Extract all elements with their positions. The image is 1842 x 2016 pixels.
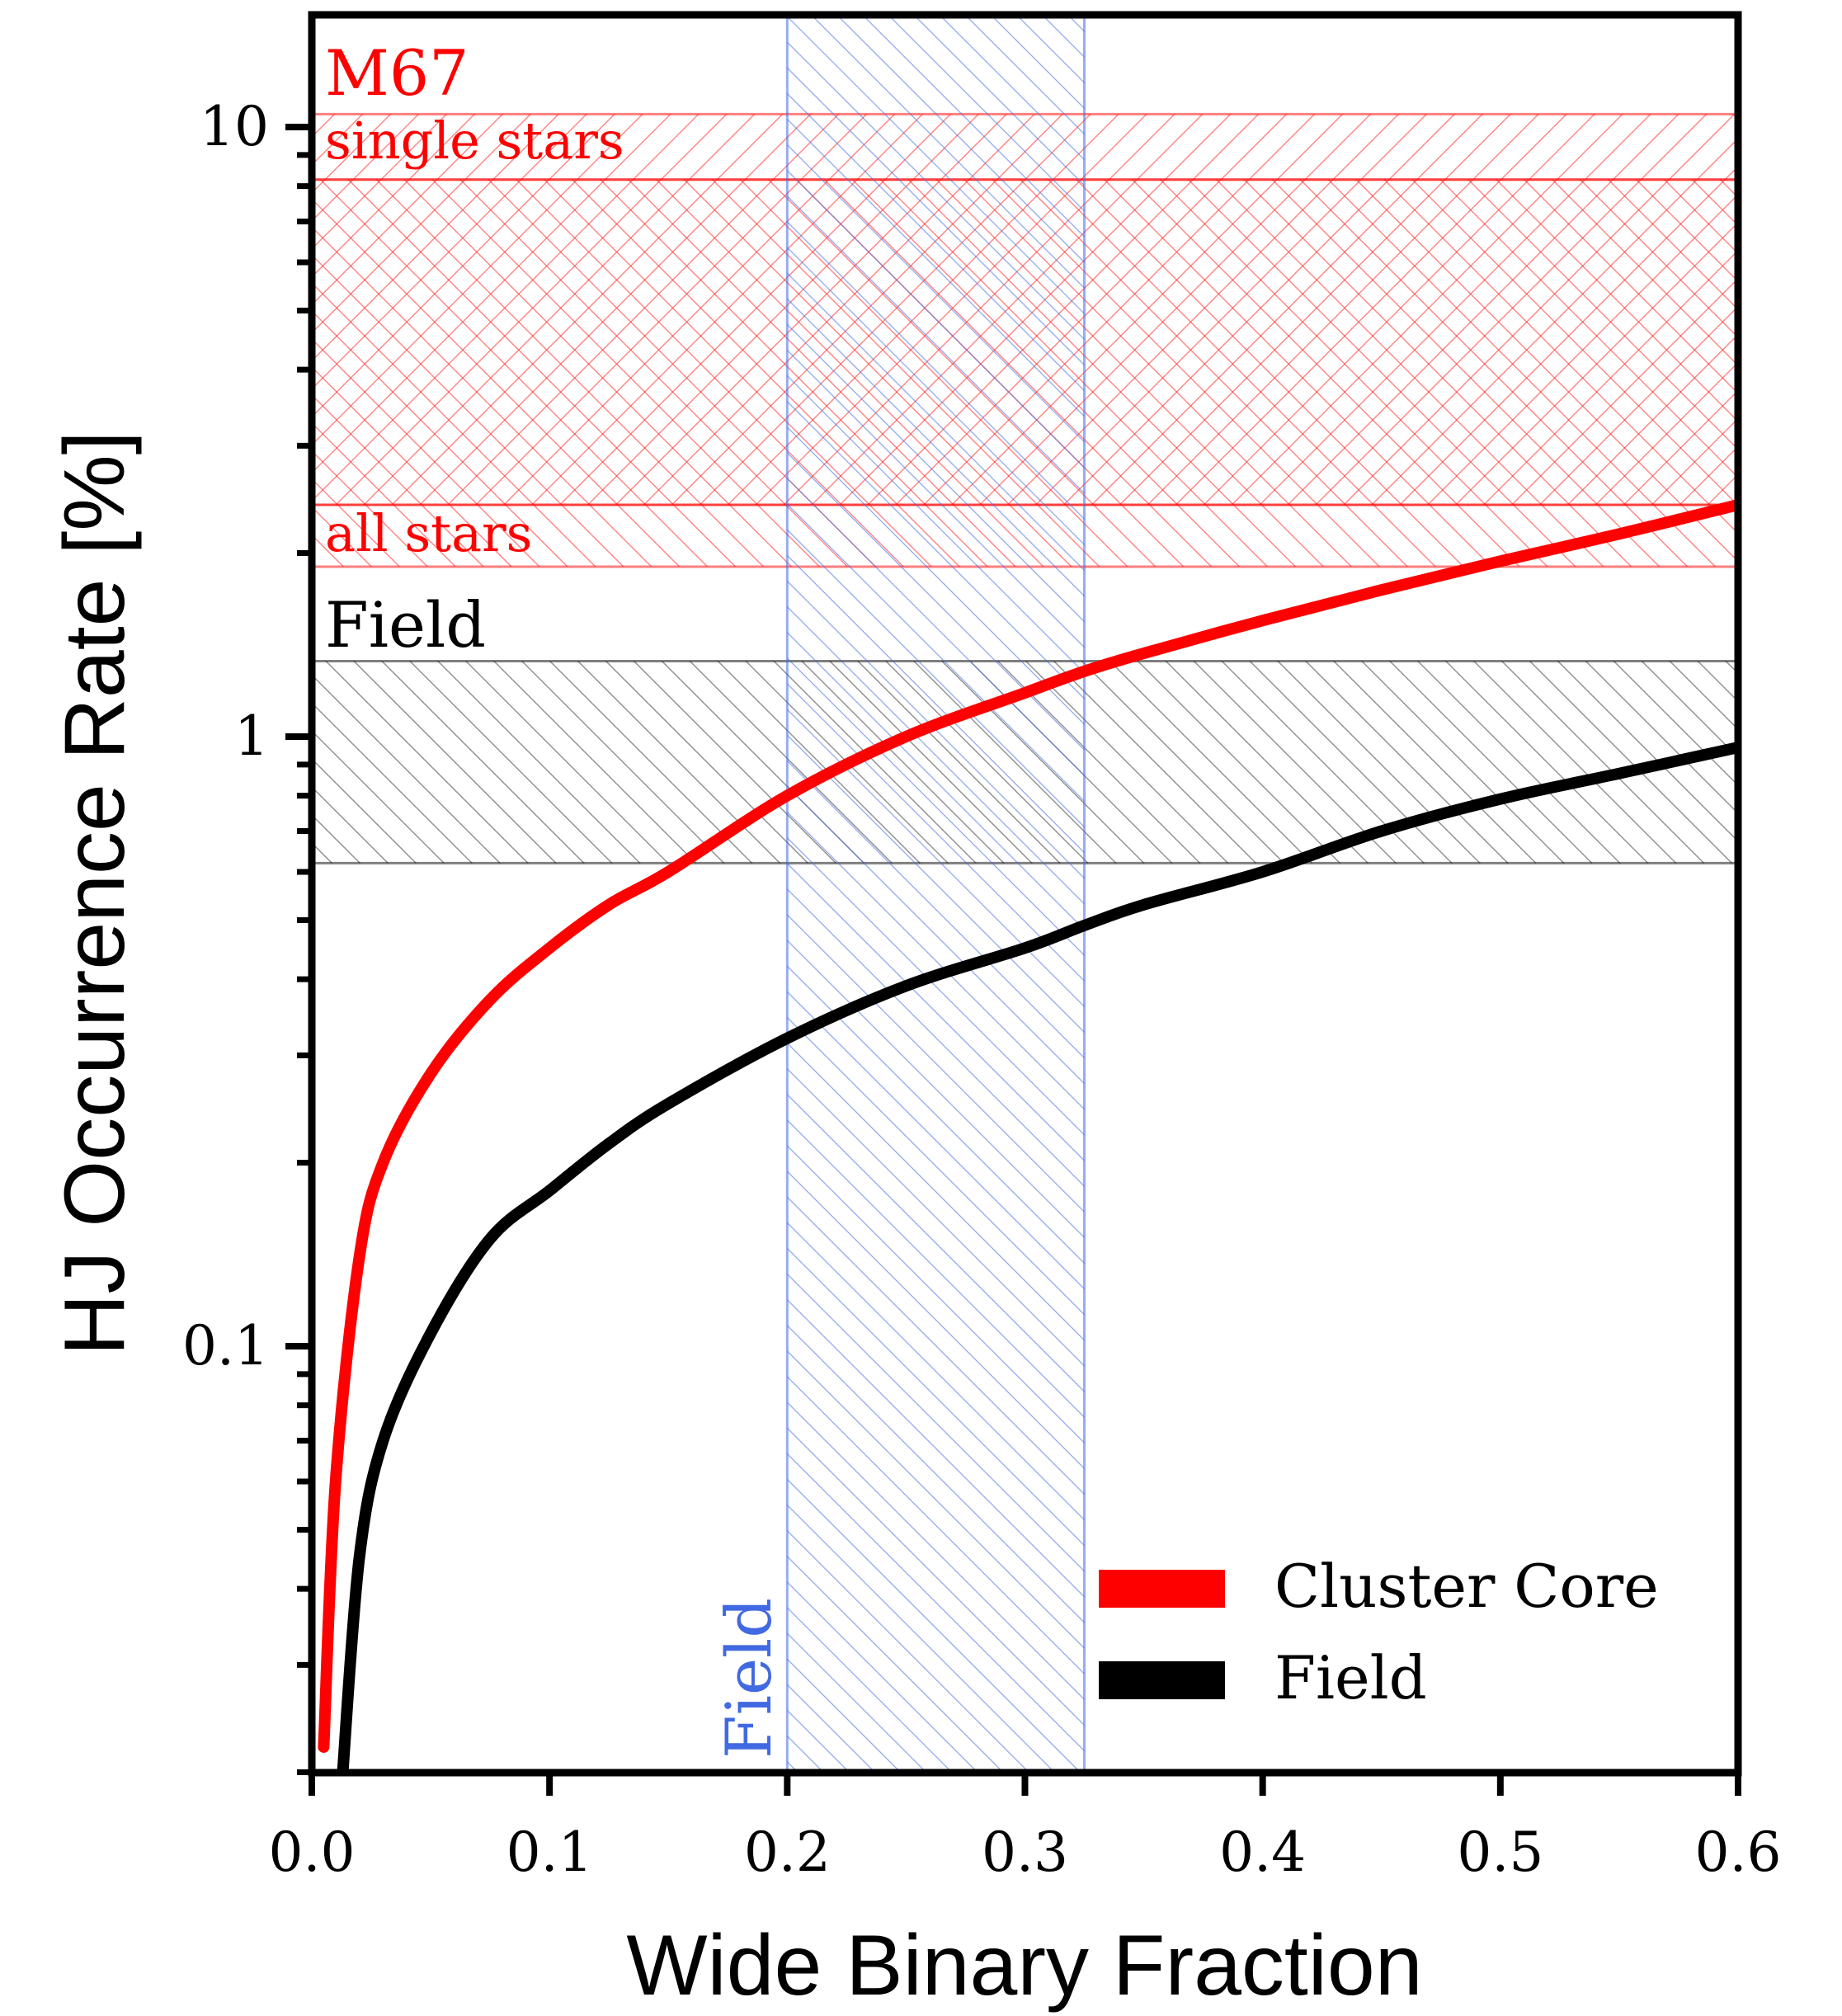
legend-swatch-field: [1099, 1661, 1225, 1699]
legend-label-field: Field: [1274, 1643, 1427, 1712]
all-stars-label: all stars: [325, 503, 532, 563]
y-axis-label: HJ Occurrence Rate [%]: [47, 431, 143, 1355]
x-tick-label-6: 0.6: [1695, 1821, 1782, 1884]
band-4-hatch: [787, 15, 1085, 1773]
y-tick-label-2: 10: [200, 95, 269, 158]
single-stars-label: single stars: [325, 111, 624, 171]
x-tick-label-3: 0.3: [982, 1821, 1068, 1884]
legend-label-cluster-core: Cluster Core: [1274, 1552, 1659, 1621]
y-tick-label-0: 0.1: [182, 1314, 269, 1378]
band-4: [785, 15, 1086, 1773]
x-tick-label-5: 0.5: [1457, 1821, 1543, 1884]
legend-swatch-cluster-core: [1099, 1570, 1225, 1608]
series-line-cluster-core: [318, 499, 1738, 1753]
x-tick-label-0: 0.0: [269, 1821, 356, 1884]
field-vertical-label: Field: [712, 1598, 785, 1759]
x-tick-label-2: 0.2: [744, 1821, 831, 1884]
series-layer: [318, 499, 1738, 1773]
y-tick-label-1: 1: [234, 704, 269, 768]
plot-frame: [308, 11, 1742, 1777]
x-tick-label-1: 0.1: [506, 1821, 593, 1884]
x-tick-label-4: 0.4: [1219, 1821, 1306, 1884]
x-axis-label: Wide Binary Fraction: [626, 1918, 1422, 2014]
bands-layer: [312, 15, 1738, 1773]
ticks-layer: 0.0 0.1 0.2 0.3 0.4 0.5 0.6 0.1 1 10: [182, 95, 1781, 1884]
field-band-label: Field: [325, 588, 486, 662]
legend: Cluster Core Field: [1099, 1552, 1659, 1712]
series-line-field: [337, 742, 1738, 1773]
m67-label: M67: [325, 36, 469, 110]
